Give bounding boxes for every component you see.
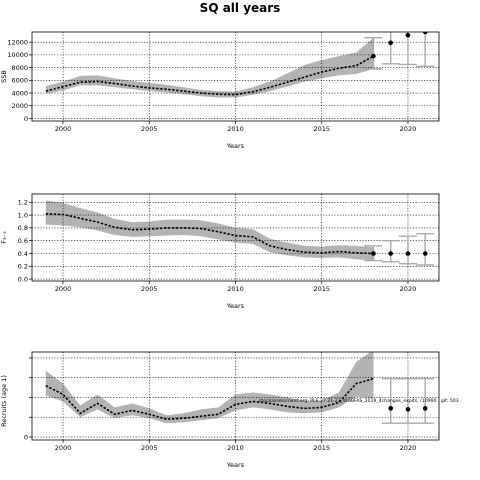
- x-tick-label-ssb-2005: 2005: [141, 125, 158, 133]
- y-tick-label-fbar-1: 1.0: [18, 211, 28, 219]
- x-tick-label-ssb-2000: 2000: [55, 125, 72, 133]
- plot-area-fbar: [32, 194, 439, 281]
- forecast-point-fbar-2020: [405, 251, 411, 256]
- y-tick-label-ssb-6000: 6000: [11, 77, 28, 85]
- plot-area-recruits: [32, 352, 439, 440]
- forecast-point-recruits-2019: [388, 406, 394, 411]
- y-tick-label-ssb-12000: 12000: [7, 38, 28, 46]
- x-tick-label-recruits-2020: 2020: [400, 444, 417, 452]
- x-tick-label-recruits-2000: 2000: [55, 444, 72, 452]
- y-tick-label-fbar-0.6: 0.6: [18, 237, 28, 245]
- y-tick-label-fbar-0.4: 0.4: [18, 250, 28, 258]
- y-tick-label-ssb-8000: 8000: [11, 64, 28, 72]
- x-tick-label-recruits-2010: 2010: [227, 444, 244, 452]
- panel-fbar: 2000 2005 2010 2015 2020 0.0 0.2 0.4 0.6 0.8 1.0 1.…: [0, 193, 440, 310]
- y-tick-label-ssb-0: 0: [24, 115, 28, 123]
- forecast-point-fbar-2018: [371, 251, 376, 256]
- forecast-point-ssb-2019: [388, 40, 394, 46]
- watermark-text: stockassessment.org, PLE.27.21-23_WGBFAS…: [259, 398, 459, 404]
- confidence-band-ssb: [45, 37, 374, 98]
- estimate-line-fbar: [45, 213, 374, 255]
- forecast-point-recruits-2020: [405, 407, 411, 412]
- x-tick-label-recruits-2005: 2005: [141, 444, 158, 452]
- x-tick-label-fbar-2010: 2010: [227, 285, 244, 293]
- confidence-band-recruits: [45, 352, 374, 424]
- x-tick-label-fbar-2000: 2000: [55, 285, 72, 293]
- y-tick-label-recruits-0: 0: [24, 433, 28, 441]
- y-axis-label-recruits: Recruits (age 1): [0, 375, 8, 427]
- x-tick-label-ssb-2015: 2015: [313, 125, 330, 133]
- x-axis-label-recruits: Years: [226, 461, 245, 469]
- y-tick-label-fbar-1.2: 1.2: [18, 199, 28, 207]
- y-tick-label-ssb-10000: 10000: [7, 51, 28, 59]
- x-axis-label-fbar: Years: [226, 302, 245, 310]
- forecast-point-ssb-2018: [371, 53, 376, 59]
- panel-ssb: 2000 2005 2010 2015 2020 0 2000 4000 6000 8000 100…: [0, 31, 440, 150]
- estimate-line-ssb: [45, 55, 374, 96]
- forecast-point-recruits-2021: [422, 406, 428, 411]
- y-axis-label-fbar: F₃₋₅: [0, 231, 8, 244]
- x-axis-label-ssb: Years: [226, 142, 245, 150]
- y-tick-label-ssb-4000: 4000: [11, 89, 28, 97]
- plot-area-ssb: [32, 32, 439, 121]
- x-tick-label-ssb-2010: 2010: [227, 125, 244, 133]
- forecast-point-ssb-2020: [405, 32, 411, 38]
- forecast-point-fbar-2021: [422, 251, 428, 256]
- x-tick-label-fbar-2005: 2005: [141, 285, 158, 293]
- x-tick-label-fbar-2015: 2015: [313, 285, 330, 293]
- y-tick-label-fbar-0.8: 0.8: [18, 224, 28, 232]
- y-axis-label-ssb: SSB: [0, 70, 8, 83]
- estimate-line-recruits: [45, 377, 374, 421]
- forecast-point-ssb-2021: [422, 32, 428, 35]
- x-tick-label-recruits-2015: 2015: [313, 444, 330, 452]
- chart-title: SQ all years: [200, 1, 281, 15]
- panel-recruits: 2000 2005 2010 2015 2020 0 Years Recruits (age …: [0, 351, 440, 469]
- y-tick-label-fbar-0: 0.0: [18, 275, 28, 283]
- x-tick-label-ssb-2020: 2020: [400, 125, 417, 133]
- forecast-point-fbar-2019: [388, 251, 394, 256]
- y-tick-label-fbar-0.2: 0.2: [18, 263, 28, 271]
- x-tick-label-fbar-2020: 2020: [400, 285, 417, 293]
- y-tick-label-ssb-2000: 2000: [11, 102, 28, 110]
